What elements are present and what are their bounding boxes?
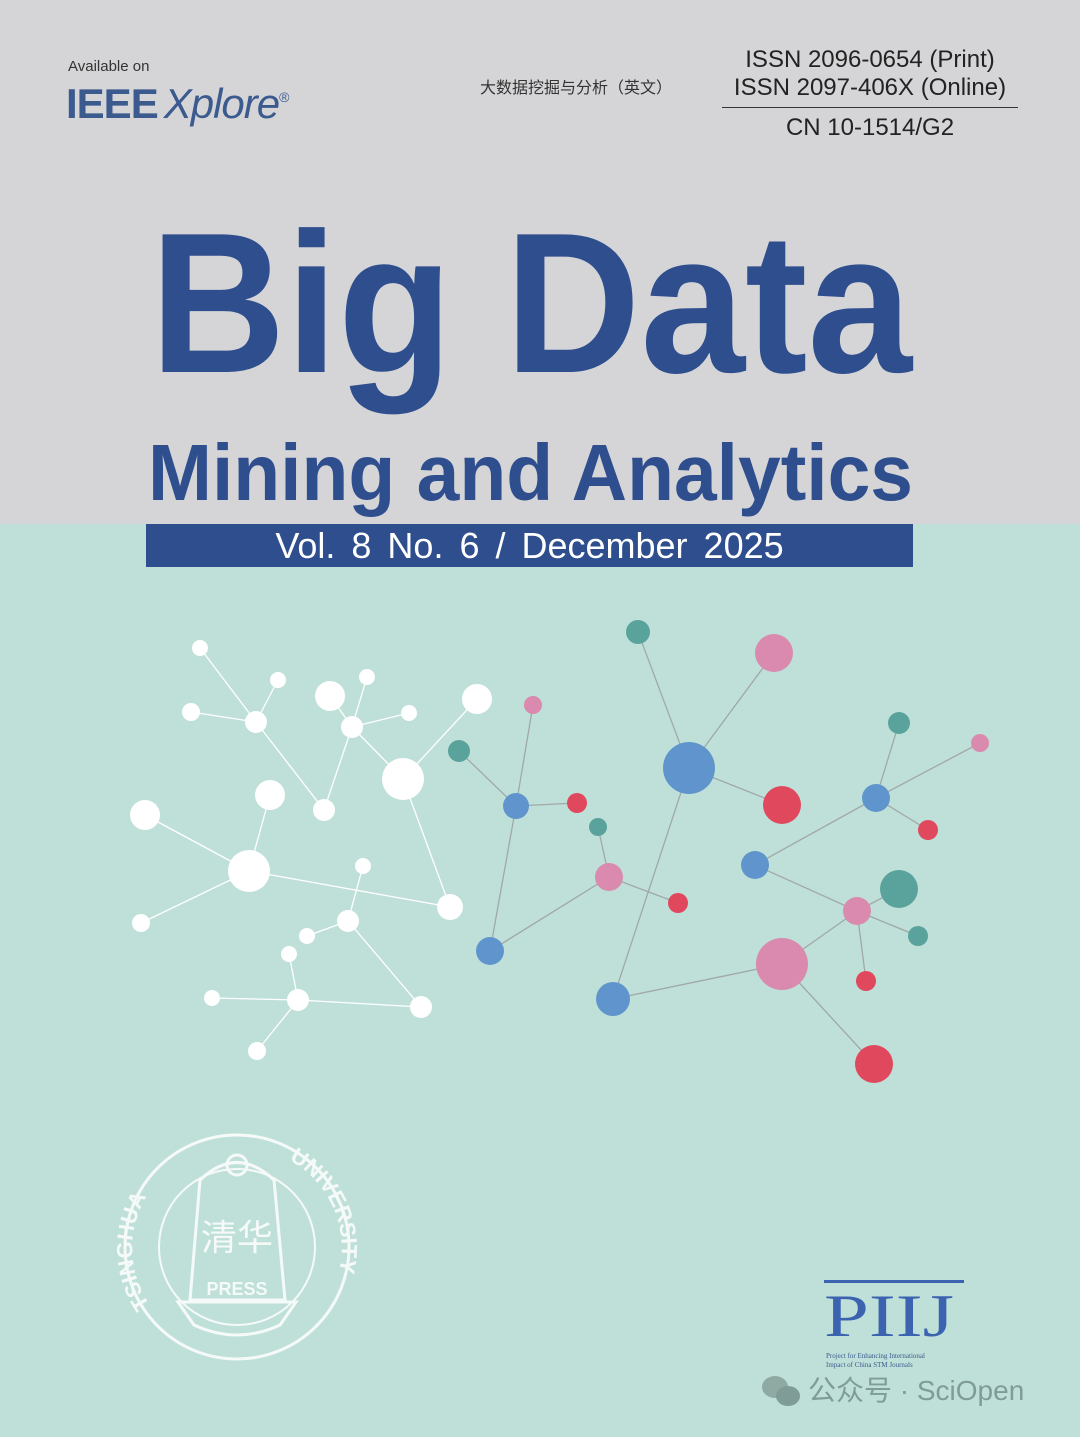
seal-text-right: UNIVERSITY [286,1143,362,1276]
svg-text:Impact of China STM Journals: Impact of China STM Journals [826,1361,913,1369]
network-node [299,928,315,944]
network-node [245,711,267,733]
chinese-title: 大数据挖掘与分析（英文） [480,80,673,97]
network-node [663,742,715,794]
network-node [856,971,876,991]
network-node [382,758,424,800]
network-node [524,696,542,714]
network-node [270,672,286,688]
piij-logo: PIIJ Project for Enhancing International… [824,1280,964,1369]
network-node [741,851,769,879]
ieee-xplore-logo: IEEE Xplore® [66,80,289,127]
svg-text:UNIVERSITY: UNIVERSITY [286,1143,362,1276]
svg-text:PIIJ: PIIJ [824,1283,954,1349]
seal-text-left: TSINGHUA [112,1187,154,1316]
network-node [448,740,470,762]
network-node [589,818,607,836]
network-node [228,850,270,892]
network-edge [612,767,690,1000]
network-node [341,716,363,738]
network-node [130,800,160,830]
wechat-watermark: 公众号 · SciOpen [762,1375,1024,1407]
network-node [668,893,688,913]
network-node [763,786,801,824]
issn-print: ISSN 2096-0654 (Print) [745,46,995,73]
network-node [918,820,938,840]
network-edge [248,870,451,908]
network-edge [458,750,517,807]
network-node [337,910,359,932]
network-edge [489,805,517,952]
network-node [132,914,150,932]
network-node [862,784,890,812]
network-edge [489,876,610,952]
network-node [908,926,928,946]
network-edge [211,997,299,1001]
network-node [313,799,335,821]
divider [722,107,1018,108]
network-node [355,858,371,874]
network-node [843,897,871,925]
cn-number: CN 10-1514/G2 [785,114,955,141]
network-graphic [130,620,989,1083]
network-node [192,640,208,656]
network-node [567,793,587,813]
issn-block: ISSN 2096-0654 (Print) ISSN 2097-406X (O… [722,46,1018,102]
seal-press: PRESS [206,1279,267,1299]
network-node [756,938,808,990]
header-band [0,0,1080,524]
title-line2: Mining and Analytics [148,428,913,517]
network-node [248,1042,266,1060]
wechat-icon [762,1376,800,1406]
network-edge [515,704,534,807]
network-edge [255,721,325,811]
network-node [476,937,504,965]
network-node [971,734,989,752]
network-node [855,1045,893,1083]
network-edge [754,864,858,912]
network-node [281,946,297,962]
svg-text:TSINGHUA: TSINGHUA [112,1187,154,1316]
network-edge [875,742,981,799]
network-node [596,982,630,1016]
network-node [315,681,345,711]
network-edge [402,778,451,908]
watermark-text: 公众号 · SciOpen [808,1375,1025,1406]
network-node [503,793,529,819]
network-node [880,870,918,908]
network-node [182,703,200,721]
network-node [437,894,463,920]
network-edge [199,647,257,723]
svg-text:Project for Enhancing Internat: Project for Enhancing International [826,1352,925,1360]
network-node [359,669,375,685]
title-line1: Big Data [150,192,914,415]
network-node [255,780,285,810]
network-node [595,863,623,891]
network-node [287,989,309,1011]
network-edge [323,726,353,811]
available-on-label: Available on [68,58,150,75]
network-edge [347,920,422,1008]
network-node [626,620,650,644]
network-node [401,705,417,721]
network-edge [612,963,783,1000]
network-edge [754,797,877,866]
network-node [755,634,793,672]
issue-banner: Vol. 8 No. 6 / December 2025 [146,524,913,567]
network-node [888,712,910,734]
network-node [410,996,432,1018]
network-node [204,990,220,1006]
issn-online: ISSN 2097-406X (Online) [733,74,1007,101]
network-edge [297,999,422,1008]
tsinghua-press-seal: TSINGHUA UNIVERSITY 清华 PRESS [112,1133,362,1361]
network-node [462,684,492,714]
seal-glyphs: 清华 [201,1217,273,1258]
